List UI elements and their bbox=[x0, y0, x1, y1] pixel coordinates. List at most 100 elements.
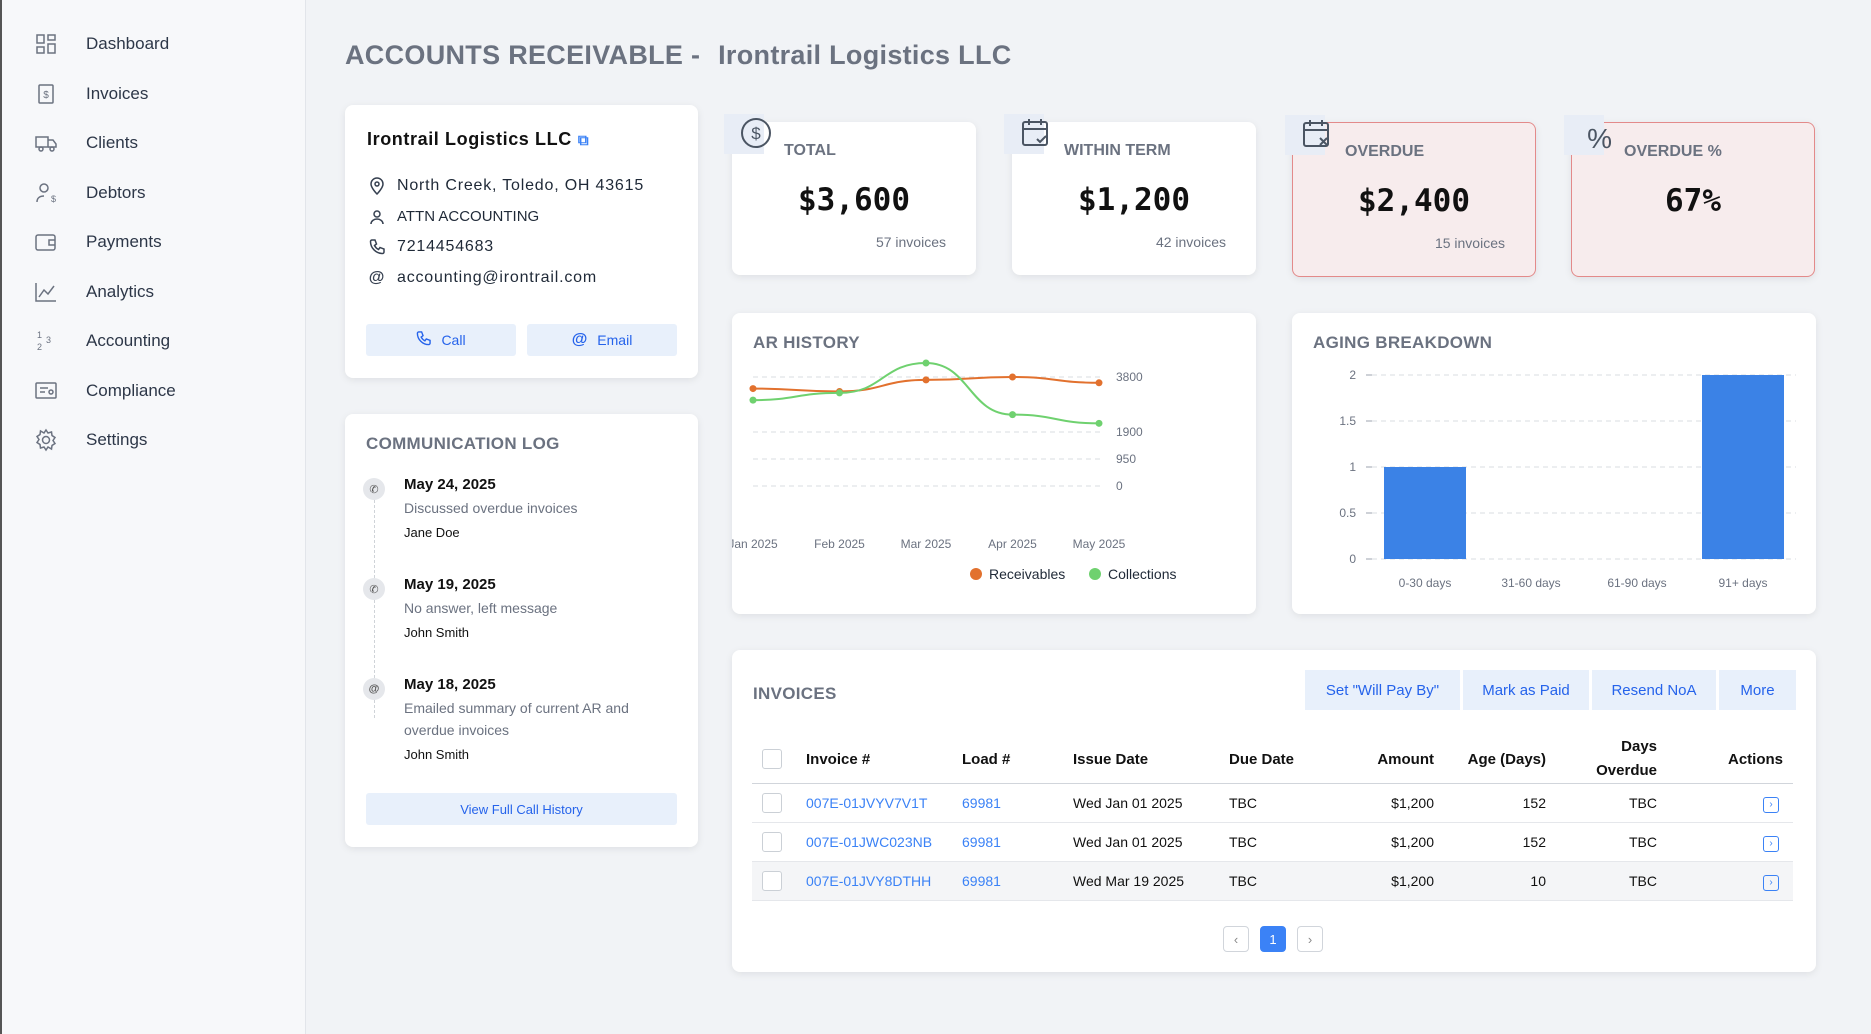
y-tick-label: 950 bbox=[1116, 452, 1136, 466]
location-pin-icon bbox=[367, 177, 387, 195]
data-point bbox=[1095, 419, 1103, 427]
invoice-number-link[interactable]: 007E-01JVYV7V1T bbox=[806, 783, 962, 823]
client-card: Irontrail Logistics LLC ⧉ North Creek, To… bbox=[345, 105, 698, 378]
view-call-history-button[interactable]: View Full Call History bbox=[366, 793, 677, 825]
row-checkbox[interactable] bbox=[762, 793, 782, 813]
external-link-icon[interactable]: ⧉ bbox=[577, 132, 590, 149]
kpi-label: OVERDUE % bbox=[1624, 143, 1722, 160]
column-header[interactable]: Amount bbox=[1339, 735, 1434, 784]
ar-history-title: AR HISTORY bbox=[753, 333, 860, 352]
legend-label: Collections bbox=[1108, 566, 1176, 582]
column-header[interactable]: Age (Days) bbox=[1434, 735, 1546, 784]
wallet-icon bbox=[32, 228, 60, 256]
pagination-prev-button[interactable]: ‹ bbox=[1223, 926, 1249, 952]
column-header[interactable]: Days Overdue bbox=[1546, 735, 1657, 784]
page-subtitle: Irontrail Logistics LLC bbox=[718, 40, 1012, 70]
more-button[interactable]: More bbox=[1719, 670, 1796, 710]
x-tick-label: 91+ days bbox=[1718, 576, 1767, 590]
data-point bbox=[1095, 379, 1103, 387]
row-checkbox[interactable] bbox=[762, 832, 782, 852]
sidebar-item-dashboard[interactable]: Dashboard bbox=[32, 24, 169, 64]
call-button[interactable]: Call bbox=[366, 324, 516, 356]
kpi-within-term-card: WITHIN TERM $1,200 42 invoices bbox=[1004, 114, 1256, 275]
kpi-value: $2,400 bbox=[1358, 183, 1470, 219]
data-point bbox=[749, 385, 757, 393]
sidebar-item-label: Payments bbox=[86, 232, 162, 251]
days-overdue: TBC bbox=[1546, 861, 1657, 901]
ar-history-chart: 3800 1900 950 0 Jan 2025 Feb 2025 Mar 2025 Apr … bbox=[732, 359, 1176, 582]
phone-icon: ✆ bbox=[363, 478, 385, 500]
sidebar-item-invoices[interactable]: $ Invoices bbox=[32, 74, 148, 114]
client-attn-text: ATTN ACCOUNTING bbox=[397, 208, 540, 225]
table-row[interactable]: 007E-01JVYV7V1T 69981 Wed Jan 01 2025 TB… bbox=[752, 783, 1793, 823]
data-point bbox=[922, 359, 930, 367]
log-description: No answer, left message bbox=[404, 600, 558, 616]
svg-text:1: 1 bbox=[37, 330, 42, 340]
load-number-link[interactable]: 69981 bbox=[962, 783, 1073, 823]
sidebar-item-analytics[interactable]: Analytics bbox=[32, 272, 154, 312]
aging-breakdown-title: AGING BREAKDOWN bbox=[1313, 333, 1493, 352]
x-tick-label: Jan 2025 bbox=[732, 537, 778, 551]
sidebar-item-debtors[interactable]: $ Debtors bbox=[32, 173, 146, 213]
sidebar-item-clients[interactable]: Clients bbox=[32, 123, 138, 163]
log-date: May 18, 2025 bbox=[404, 676, 496, 693]
invoice-icon: $ bbox=[32, 80, 60, 108]
open-invoice-icon[interactable]: › bbox=[1763, 796, 1779, 813]
days-overdue: TBC bbox=[1546, 783, 1657, 823]
load-number-link[interactable]: 69981 bbox=[962, 861, 1073, 901]
issue-date: Wed Jan 01 2025 bbox=[1073, 783, 1229, 823]
data-point bbox=[1009, 411, 1016, 419]
pagination-page-button[interactable]: 1 bbox=[1260, 926, 1286, 952]
log-date: May 24, 2025 bbox=[404, 476, 496, 493]
select-all-checkbox[interactable] bbox=[762, 749, 782, 769]
invoice-number-link[interactable]: 007E-01JVY8DTHH bbox=[806, 861, 962, 901]
kpi-label: TOTAL bbox=[784, 142, 836, 159]
load-number-link[interactable]: 69981 bbox=[962, 822, 1073, 862]
invoice-number-link[interactable]: 007E-01JWC023NB bbox=[806, 822, 962, 862]
log-description: Discussed overdue invoices bbox=[404, 500, 578, 516]
kpi-value: 67% bbox=[1665, 183, 1721, 219]
pagination-next-button[interactable]: › bbox=[1297, 926, 1323, 952]
mark-as-paid-button[interactable]: Mark as Paid bbox=[1463, 670, 1589, 710]
kpi-label: OVERDUE bbox=[1345, 143, 1425, 160]
email-button-label: Email bbox=[597, 332, 633, 348]
svg-text:2: 2 bbox=[37, 342, 42, 352]
sidebar-item-payments[interactable]: Payments bbox=[32, 222, 162, 262]
truck-icon bbox=[32, 129, 60, 157]
column-header[interactable]: Load # bbox=[962, 735, 1073, 784]
sidebar-item-settings[interactable]: Settings bbox=[32, 420, 147, 460]
column-header[interactable]: Invoice # bbox=[806, 735, 962, 784]
sidebar-item-compliance[interactable]: Compliance bbox=[32, 371, 176, 411]
actions-cell: › bbox=[1657, 783, 1793, 823]
email-button[interactable]: @ Email bbox=[527, 324, 677, 356]
table-row[interactable]: 007E-01JWC023NB 69981 Wed Jan 01 2025 TB… bbox=[752, 822, 1793, 862]
open-invoice-icon[interactable]: › bbox=[1763, 835, 1779, 852]
page-title-text: ACCOUNTS RECEIVABLE - bbox=[345, 40, 701, 70]
set-will-pay-by-button[interactable]: Set "Will Pay By" bbox=[1305, 670, 1460, 710]
bar bbox=[1384, 467, 1466, 559]
svg-text:$: $ bbox=[51, 194, 56, 204]
phone-icon bbox=[416, 331, 432, 349]
client-name: Irontrail Logistics LLC ⧉ bbox=[367, 129, 589, 150]
open-invoice-icon[interactable]: › bbox=[1763, 874, 1779, 891]
row-checkbox[interactable] bbox=[762, 871, 782, 891]
resend-noa-button[interactable]: Resend NoA bbox=[1592, 670, 1716, 710]
age-days: 152 bbox=[1434, 783, 1546, 823]
table-header-row: Invoice # Load # Issue Date Due Date Amo… bbox=[752, 735, 1793, 784]
kpi-value: $3,600 bbox=[798, 182, 910, 218]
column-header[interactable]: Due Date bbox=[1229, 735, 1339, 784]
calendar-check-icon bbox=[1004, 114, 1048, 154]
due-date: TBC bbox=[1229, 822, 1339, 862]
sidebar: Dashboard $ Invoices Clients $ Debtors P… bbox=[0, 0, 306, 1034]
client-email: @ accounting@irontrail.com bbox=[367, 269, 597, 287]
column-header[interactable]: Issue Date bbox=[1073, 735, 1229, 784]
table-row[interactable]: 007E-01JVY8DTHH 69981 Wed Mar 19 2025 TB… bbox=[752, 861, 1793, 901]
sidebar-item-label: Debtors bbox=[86, 183, 146, 202]
communication-log-card: COMMUNICATION LOG ✆ May 24, 2025 Discuss… bbox=[345, 414, 698, 847]
sidebar-item-label: Accounting bbox=[86, 331, 171, 350]
row-checkbox-cell bbox=[752, 783, 806, 823]
sidebar-item-label: Invoices bbox=[86, 84, 149, 103]
svg-text:3: 3 bbox=[46, 335, 51, 345]
